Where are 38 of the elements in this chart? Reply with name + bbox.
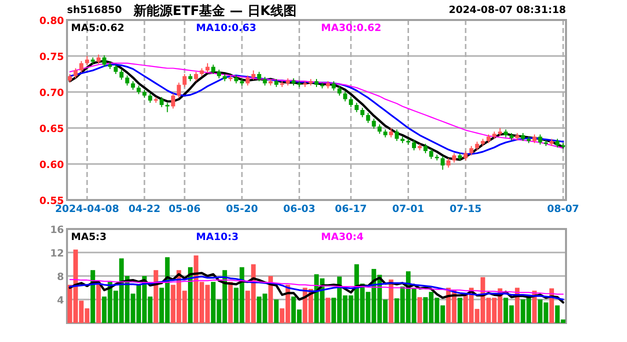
x-tick-label: 2024-04-08 <box>55 204 120 215</box>
x-tick-label: 05-06 <box>168 204 201 215</box>
bar <box>154 270 158 323</box>
bar <box>458 298 462 323</box>
bar <box>326 298 330 323</box>
x-tick-label: 05-20 <box>226 204 258 215</box>
bar <box>417 297 422 323</box>
y-tick-label: 16 <box>50 225 64 236</box>
text: MA30:4 <box>321 232 364 243</box>
text: MA5:0.62 <box>71 23 124 34</box>
bar <box>274 300 279 323</box>
text: MA10:0.63 <box>196 23 256 34</box>
x-tick-label: 04-22 <box>128 204 160 215</box>
text: 2024-08-07 08:31:18 <box>448 5 566 16</box>
y-tick-label: 4 <box>57 296 64 306</box>
text: sh516850 <box>67 5 122 16</box>
x-tick-label: 08-07 <box>547 204 580 215</box>
line-series <box>69 278 564 295</box>
text: MA30:0.62 <box>321 23 382 34</box>
chart-title: 新能源ETF基金 — 日K线图 <box>132 3 296 19</box>
x-tick-label: 07-15 <box>450 204 482 215</box>
y-tick-label: 0.75 <box>39 52 64 63</box>
bar <box>90 270 96 323</box>
y-tick-label: 0.60 <box>39 160 64 171</box>
bar <box>268 276 273 323</box>
y-tick-label: 8 <box>57 272 64 283</box>
bar <box>388 280 394 323</box>
bar <box>96 282 101 323</box>
x-tick-label: 06-17 <box>334 204 367 215</box>
bar <box>228 282 233 323</box>
text: MA5:3 <box>71 232 107 243</box>
x-tick-label: 06-03 <box>283 204 316 215</box>
x-tick-label: 07-01 <box>392 204 424 215</box>
text: MA10:3 <box>196 232 239 243</box>
y-tick-label: 12 <box>50 248 64 260</box>
y-tick-label: 0.65 <box>39 124 64 135</box>
y-tick-label: 0.70 <box>39 88 64 99</box>
y-tick-label: 0.80 <box>39 16 64 27</box>
